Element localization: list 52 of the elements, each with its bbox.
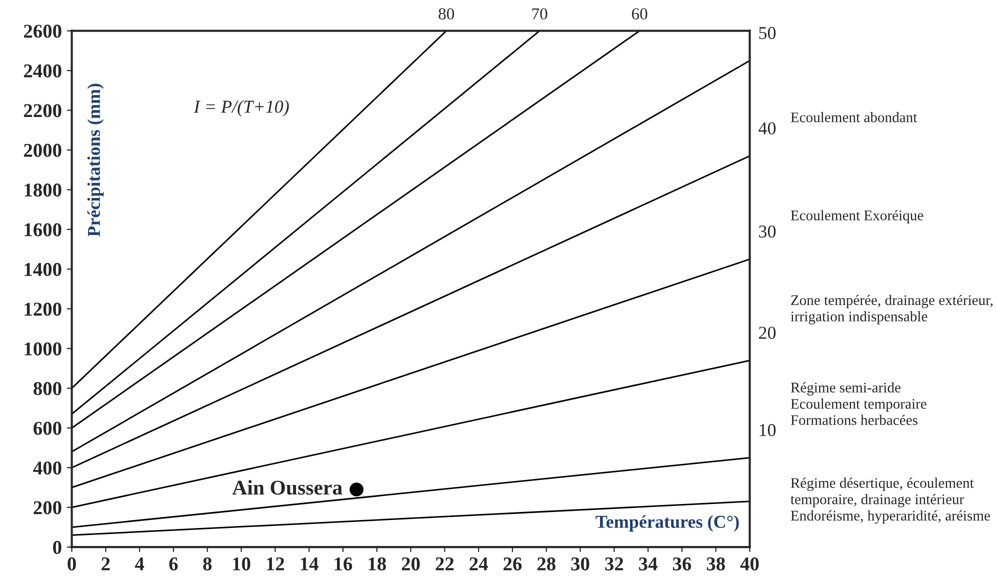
x-tick-label: 12 (267, 557, 284, 570)
x-tick-label: 4 (134, 557, 144, 570)
y-tick-label: 1200 (24, 302, 62, 316)
series-label: 60 (632, 8, 648, 20)
series-label: 10 (760, 424, 776, 436)
x-tick-label: 10 (233, 557, 250, 570)
x-tick-label: 24 (470, 557, 488, 570)
annotation: I = P/(T+10) (194, 100, 289, 116)
y-tick-label: 400 (33, 461, 62, 475)
y-tick-label: 800 (34, 382, 62, 396)
x-tick-label: 18 (368, 557, 386, 570)
series-label: 80 (438, 8, 454, 20)
text: Ecoulement Exoréique (790, 210, 924, 224)
x-tick-label: 8 (203, 557, 212, 570)
x-tick-label: 34 (639, 557, 658, 570)
x-tick-label: 6 (169, 557, 178, 570)
y-tick-label: 0 (53, 540, 62, 554)
y-tick-label: 1600 (24, 223, 62, 236)
series-label: 70 (532, 8, 548, 20)
y-tick-label: 1800 (24, 184, 62, 197)
x-tick-label: 26 (504, 557, 522, 570)
text: Ecoulement abondant (790, 112, 918, 122)
x-tick-label: 16 (334, 557, 352, 570)
x-tick-label: 32 (605, 557, 624, 570)
x-tick-label: 14 (300, 557, 318, 570)
y-tick-label: 2000 (24, 144, 62, 157)
x-tick-label: 2 (102, 557, 110, 570)
x-axis-title: Températures (C°) (596, 515, 739, 532)
text: Zone tempérée, drainage extérieur, irrigation indispensable (790, 294, 993, 324)
x-tick-label: 36 (672, 557, 692, 570)
y-tick-label: 1400 (24, 262, 62, 276)
y-tick-label: 600 (34, 422, 62, 435)
y-axis-title: Précipitations (mm) (87, 84, 104, 237)
series-label: 40 (758, 122, 776, 134)
y-tick-label: 1000 (24, 342, 62, 356)
x-tick-label: 30 (571, 557, 590, 570)
series-label: 50 (759, 26, 776, 40)
y-tick-label: 2400 (24, 64, 62, 78)
x-tick-label: 0 (68, 557, 76, 570)
series-label: Ain Oussera (232, 480, 342, 495)
x-tick-label: 38 (706, 557, 725, 570)
x-tick-label: 20 (402, 557, 420, 570)
x-tick-label: 22 (436, 557, 454, 570)
y-tick-label: 200 (34, 501, 62, 514)
y-tick-label: 2600 (24, 24, 62, 38)
text: Régime semi-aride Ecoulement temporaire Formations herbacées (790, 382, 926, 426)
series-label: 20 (759, 326, 776, 339)
x-tick-label: 40 (740, 557, 759, 570)
text: Régime désertique, écoulement temporaire, drainage intérieur Endoréisme, hyperaridité, aréisme (790, 478, 990, 524)
x-tick-label: 28 (537, 557, 556, 570)
series-label: 30 (759, 225, 776, 238)
y-tick-label: 2200 (24, 104, 62, 118)
